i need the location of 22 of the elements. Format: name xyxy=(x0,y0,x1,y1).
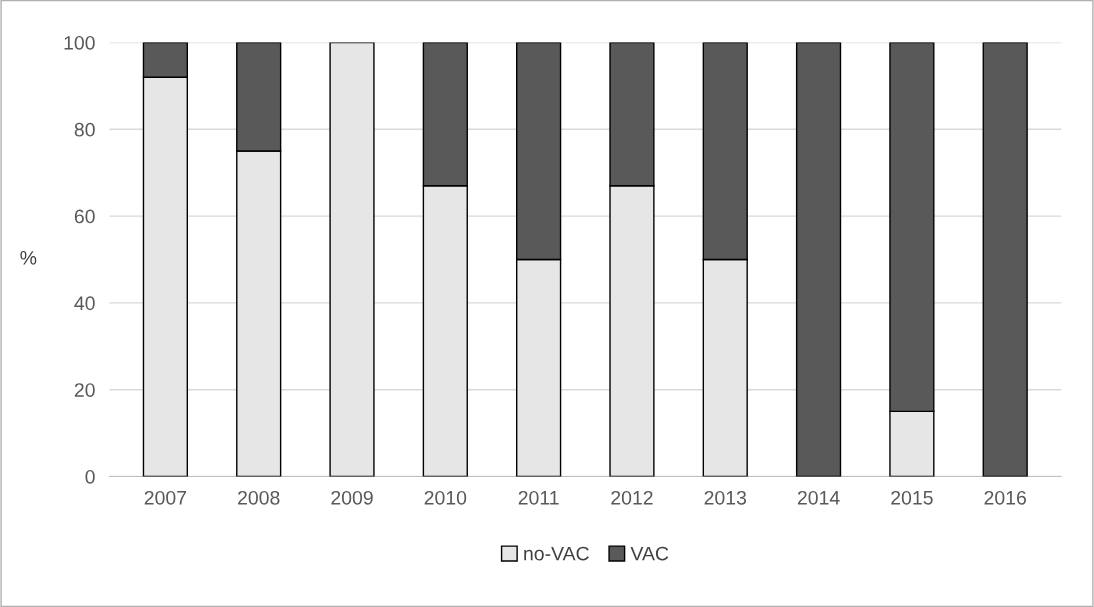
bar xyxy=(329,42,375,477)
legend-label: VAC xyxy=(630,546,669,561)
bar xyxy=(982,42,1028,477)
y-tick-label: 40 xyxy=(74,296,95,311)
x-tick-label: 2010 xyxy=(424,490,467,505)
y-axis-title: % xyxy=(20,251,37,265)
legend-label: no-VAC xyxy=(524,546,589,561)
y-tick-label: 100 xyxy=(64,35,95,50)
y-tick-label: 80 xyxy=(74,122,95,137)
y-tick-label: 0 xyxy=(85,469,95,484)
x-tick-label: 2007 xyxy=(144,490,187,505)
y-tick-label: 20 xyxy=(74,383,95,397)
x-tick-label: 2012 xyxy=(611,490,653,505)
x-tick-label: 2008 xyxy=(238,490,280,505)
y-tick-label: 60 xyxy=(74,209,95,224)
bar xyxy=(795,42,842,477)
x-tick-label: 2013 xyxy=(704,490,747,505)
x-tick-label: 2009 xyxy=(331,490,373,505)
x-tick-label: 2011 xyxy=(518,490,559,505)
x-tick-label: 2016 xyxy=(984,490,1026,505)
x-tick-label: 2014 xyxy=(797,490,840,505)
x-tick-label: 2015 xyxy=(891,490,933,505)
